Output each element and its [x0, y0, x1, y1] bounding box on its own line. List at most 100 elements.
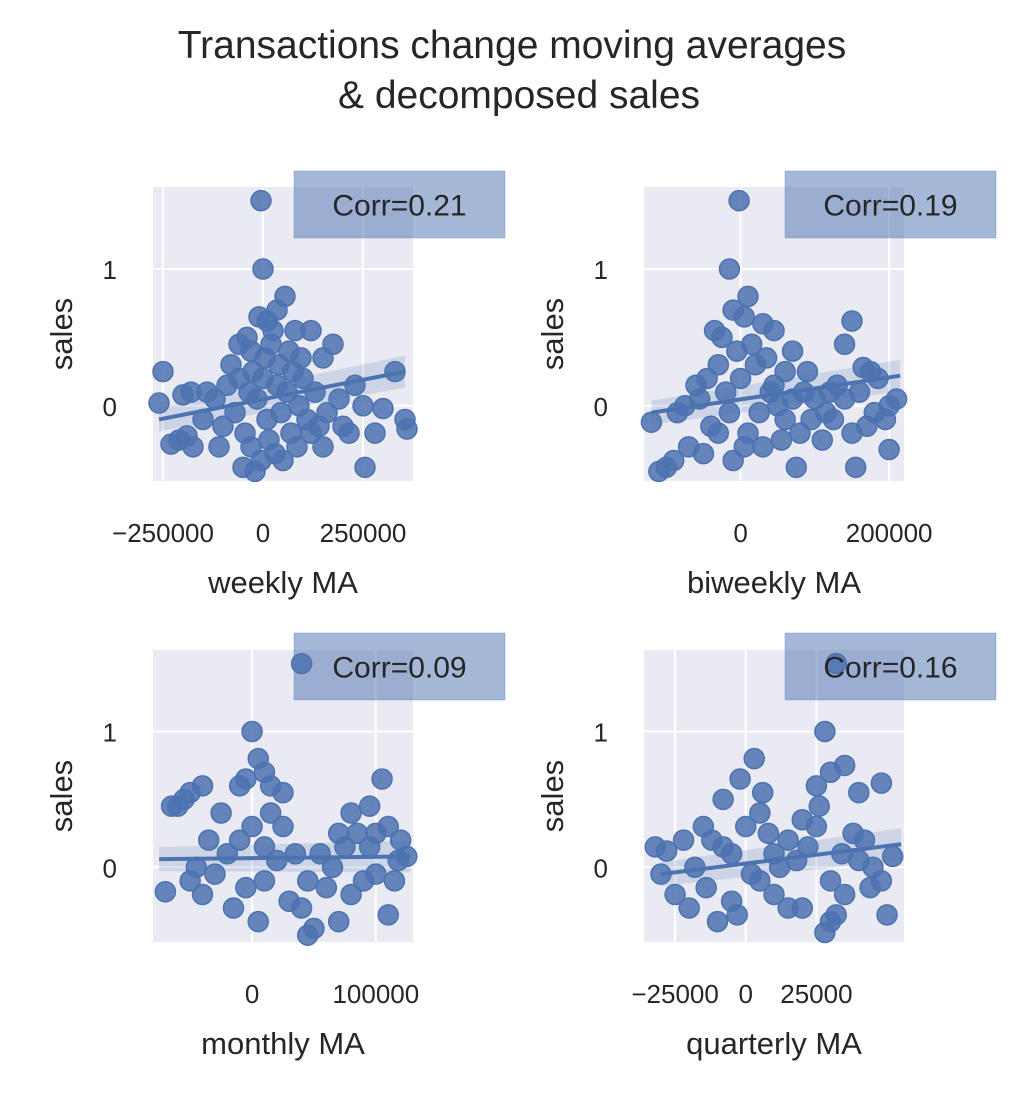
scatter-point: [364, 422, 386, 444]
scatter-point: [863, 401, 886, 424]
regression-line: [651, 373, 901, 415]
scatter-point: [383, 870, 406, 892]
corr-annotation-box: [293, 170, 506, 239]
scatter-point: [259, 802, 282, 824]
scatter-point: [712, 788, 734, 811]
scatter-point: [352, 870, 375, 892]
scatter-point: [734, 815, 757, 838]
scatter-point: [695, 876, 717, 899]
scatter-point: [327, 822, 350, 845]
figure-title-line-1: Transactions change moving averages: [178, 24, 846, 67]
y-tick-label: 0: [594, 853, 608, 883]
scatter-point: [270, 401, 292, 424]
scatter-point: [172, 384, 194, 406]
scatter-point: [819, 870, 842, 892]
y-tick-label: 1: [103, 717, 117, 747]
x-tick-label: −25000: [631, 979, 718, 1009]
scatter-point: [664, 883, 686, 906]
scatter-point: [777, 829, 799, 851]
corr-annotation-box: [784, 632, 997, 701]
scatter-point: [327, 910, 350, 933]
scatter-point: [726, 904, 749, 926]
panel-2: 0 200000 0 1 Corr=0.19 biweekly MA sales: [535, 170, 997, 600]
scatter-point: [711, 326, 733, 349]
scatter-point: [825, 904, 847, 926]
scatter-point: [833, 333, 856, 356]
scatter-point: [770, 429, 793, 451]
scatter-point: [678, 897, 700, 919]
scatter-point: [878, 438, 900, 461]
scatter-point: [160, 433, 182, 455]
y-tick-label: 0: [594, 392, 608, 422]
scatter-point: [252, 258, 274, 280]
scatter-point: [241, 815, 263, 838]
x-tick-label: −250000: [112, 518, 214, 548]
x-tick-label: 25000: [780, 979, 852, 1009]
y-tick-label: 1: [594, 255, 608, 285]
scatter-point: [216, 374, 238, 397]
scatter-point: [262, 319, 284, 342]
scatter-point: [228, 333, 250, 356]
scatter-point: [763, 883, 785, 906]
y-tick-label: 0: [103, 392, 117, 422]
scatter-point: [662, 449, 685, 472]
scatter-point: [814, 720, 836, 743]
scatter-point: [763, 319, 785, 342]
corr-annotation: Corr=0.09: [332, 652, 466, 685]
scatter-point: [371, 768, 393, 790]
scatter-point: [148, 392, 170, 414]
scatter-point: [234, 422, 256, 444]
y-axis-label: sales: [44, 298, 79, 370]
scatter-point: [358, 795, 381, 817]
scatter-point: [222, 897, 245, 919]
scatter-point: [707, 422, 730, 444]
scatter-point: [729, 768, 751, 790]
scatter-point: [692, 442, 715, 465]
scatter-point: [315, 876, 338, 899]
scatter-point: [718, 258, 741, 280]
x-tick-label: 250000: [320, 518, 407, 548]
scatter-point: [208, 436, 230, 458]
x-axis-label: monthly MA: [201, 1026, 365, 1061]
scatter-point: [876, 904, 898, 926]
figure-title-line-2: & decomposed sales: [338, 74, 700, 117]
y-axis-label: sales: [535, 760, 570, 832]
scatter-point: [247, 910, 269, 933]
scatter-point: [258, 429, 280, 451]
scatter-point: [197, 829, 220, 851]
scatter-point: [752, 436, 774, 458]
scatter-point: [210, 802, 232, 824]
regression-line: [158, 369, 406, 422]
x-tick-label: 0: [733, 518, 747, 548]
y-tick-label: 0: [103, 853, 117, 883]
scatter-point: [204, 863, 226, 885]
scatter-point: [212, 415, 234, 438]
scatter-point: [859, 876, 881, 899]
scatter-point: [841, 310, 863, 332]
scatter-point: [841, 422, 863, 444]
panel-4: −25000 0 25000 0 1 Corr=0.16 quarterly MA sales: [535, 632, 997, 1061]
corr-annotation: Corr=0.19: [823, 190, 957, 223]
scatter-point: [870, 772, 893, 794]
scatter-point: [272, 449, 294, 472]
scatter-point: [272, 781, 294, 804]
x-tick-label: 0: [739, 979, 753, 1009]
scatter-point: [396, 418, 418, 440]
x-tick-label: 0: [256, 518, 270, 548]
x-axis-label: biweekly MA: [687, 565, 861, 600]
y-axis-label: sales: [44, 760, 79, 832]
scatter-point: [173, 788, 195, 811]
scatter-point: [354, 456, 376, 479]
scatter-point: [250, 449, 272, 472]
scatter-point: [844, 456, 867, 479]
scatter-point: [297, 924, 319, 946]
scatter-point: [297, 870, 319, 892]
scatter-point: [777, 897, 799, 919]
scatter-point: [290, 897, 313, 919]
panel-3: 0 100000 0 1 Corr=0.09 monthly MA sales: [44, 632, 506, 1061]
corr-annotation: Corr=0.21: [332, 190, 466, 223]
scatter-point: [757, 822, 780, 845]
scatter-point: [372, 397, 394, 420]
scatter-point: [748, 401, 770, 424]
scatter-point: [733, 306, 756, 328]
